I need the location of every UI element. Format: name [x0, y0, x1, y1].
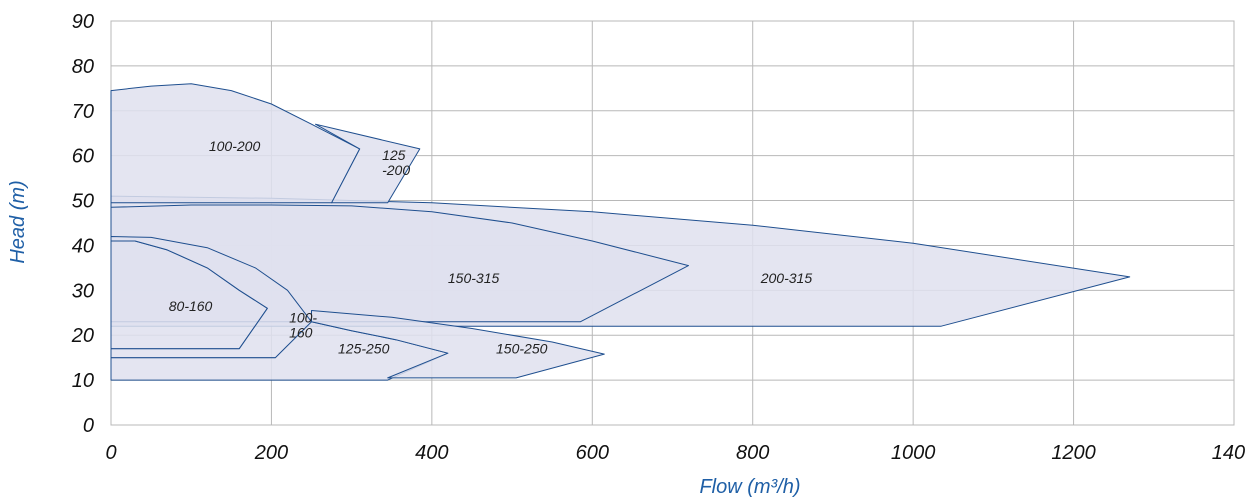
- x-tick-label: 0: [105, 442, 116, 464]
- pump-regions: [110, 83, 1131, 381]
- y-tick-label: 80: [72, 56, 94, 78]
- y-tick-label: 10: [72, 370, 94, 392]
- region-100-200: [110, 83, 361, 204]
- x-tick-label: 400: [415, 442, 448, 464]
- region-label-150-250: 150-250: [496, 341, 548, 357]
- x-tick-label: 1200: [1051, 442, 1096, 464]
- x-axis-title: Flow (m³/h): [699, 476, 800, 498]
- y-tick-label: 20: [71, 325, 94, 347]
- region-label-125-200: -200: [382, 162, 410, 178]
- y-axis-title: Head (m): [7, 180, 29, 263]
- region-label-100-160: 160: [289, 324, 313, 340]
- region-label-125-200: 125: [382, 147, 406, 163]
- x-tick-label: 200: [254, 442, 288, 464]
- y-tick-label: 40: [72, 235, 94, 257]
- region-label-100-200: 100-200: [209, 138, 261, 154]
- y-tick-label: 0: [83, 415, 94, 437]
- y-tick-label: 70: [72, 101, 94, 123]
- y-tick-label: 60: [72, 146, 94, 168]
- region-100-160: [110, 236, 312, 359]
- x-tick-label: 800: [736, 442, 769, 464]
- x-tick-label: 600: [576, 442, 609, 464]
- region-label-200-315: 200-315: [760, 270, 813, 286]
- region-label-125-250: 125-250: [338, 341, 390, 357]
- region-label-80-160: 80-160: [169, 298, 213, 314]
- region-labels: 200-315 150-315 100-200 125-200 80-160 100-16…: [169, 138, 813, 357]
- y-tick-label: 50: [72, 191, 94, 213]
- region-125-200: [315, 123, 421, 204]
- region-label-150-315: 150-315: [448, 270, 500, 286]
- x-tick-label: 1000: [891, 442, 936, 464]
- y-tick-label: 30: [72, 280, 94, 302]
- region-label-100-160: 100-: [289, 309, 317, 325]
- region-150-250: [311, 310, 605, 379]
- y-tick-label: 90: [72, 11, 94, 33]
